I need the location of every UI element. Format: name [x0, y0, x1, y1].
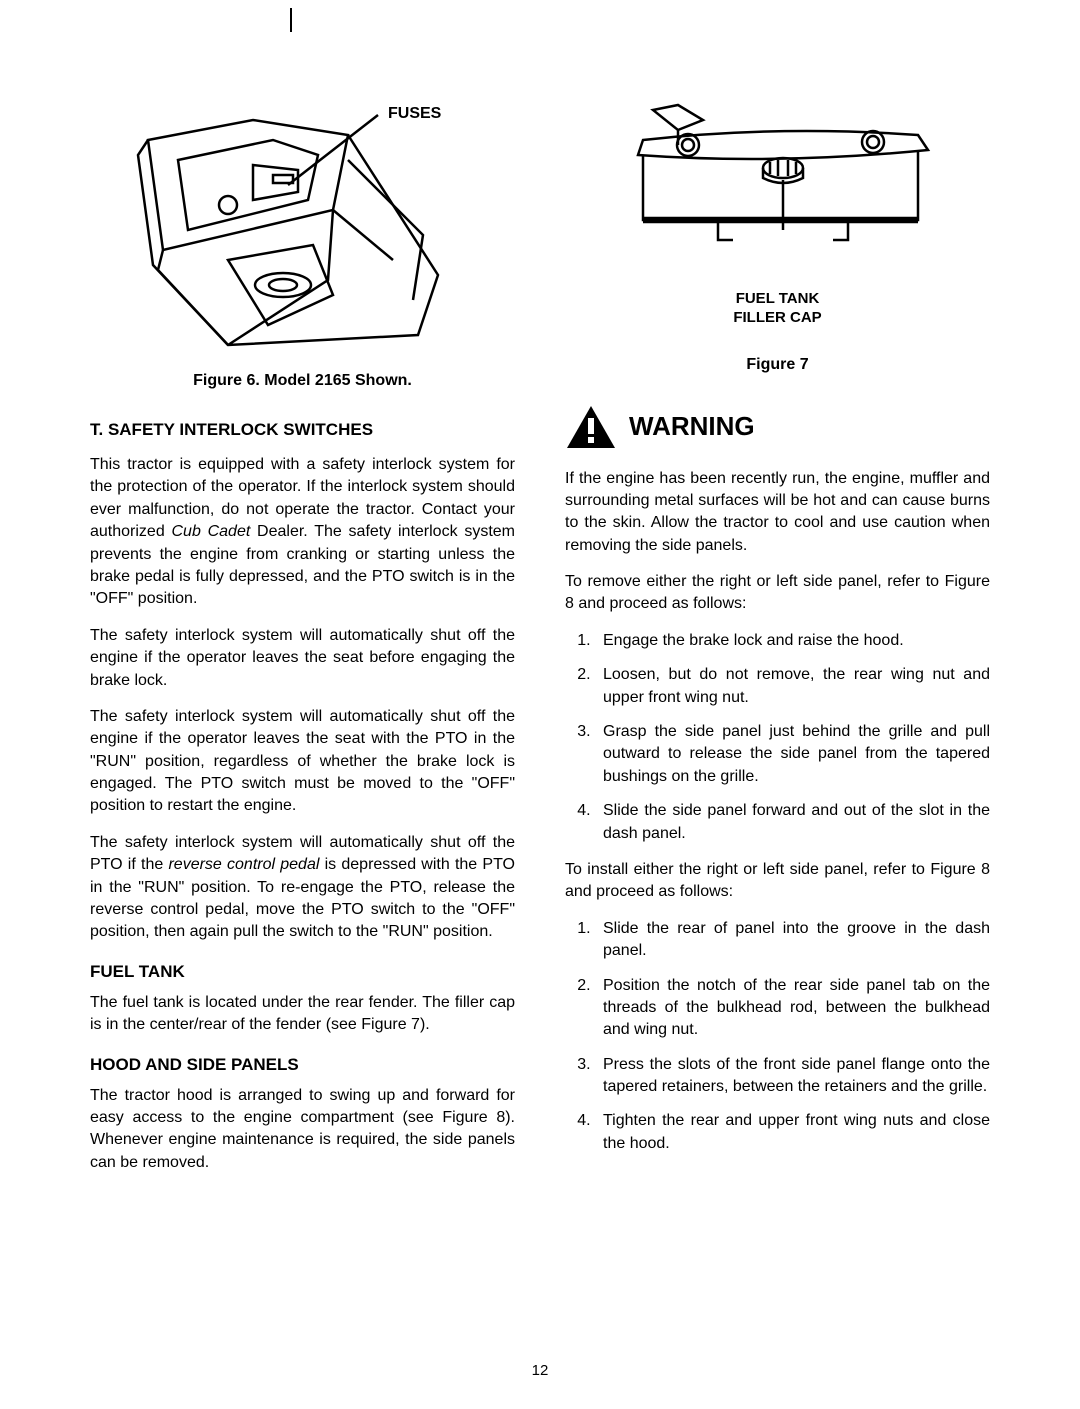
- figure-6-diagram: FUSES: [133, 100, 473, 360]
- hood-heading: HOOD AND SIDE PANELS: [90, 1055, 515, 1075]
- page-number: 12: [532, 1362, 549, 1379]
- figure-6: FUSES Figure 6. Model 2165 Shown.: [90, 100, 515, 390]
- figure-7-caption: Figure 7: [565, 356, 990, 374]
- right-column: FUEL TANK FILLER CAP Figure 7 WARNING If…: [565, 100, 990, 1188]
- figure-7-labels: FUEL TANK FILLER CAP: [565, 290, 990, 328]
- figure-6-caption: Figure 6. Model 2165 Shown.: [90, 372, 515, 390]
- warning-triangle-icon: [565, 404, 617, 450]
- warning-p1: If the engine has been recently run, the…: [565, 468, 990, 558]
- fuses-label: FUSES: [388, 105, 442, 122]
- fuel-tank-p1: The fuel tank is located under the rear …: [90, 992, 515, 1037]
- remove-intro: To remove either the right or left side …: [565, 571, 990, 616]
- figure-7-diagram: [618, 100, 938, 290]
- left-column: FUSES Figure 6. Model 2165 Shown. T. SAF…: [90, 100, 515, 1188]
- page-content: FUSES Figure 6. Model 2165 Shown. T. SAF…: [90, 100, 990, 1188]
- remove-step: Grasp the side panel just behind the gri…: [595, 721, 990, 788]
- page-tick-mark: [290, 8, 292, 32]
- section-t-p1: This tractor is equipped with a safety i…: [90, 454, 515, 611]
- figure-7-label-2: FILLER CAP: [733, 309, 821, 326]
- remove-step: Engage the brake lock and raise the hood…: [595, 630, 990, 652]
- install-step: Tighten the rear and upper front wing nu…: [595, 1110, 990, 1155]
- warning-block: WARNING: [565, 404, 990, 450]
- remove-step: Loosen, but do not remove, the rear wing…: [595, 664, 990, 709]
- install-step: Position the notch of the rear side pane…: [595, 975, 990, 1042]
- section-t-p2: The safety interlock system will automat…: [90, 625, 515, 692]
- figure-7-label-1: FUEL TANK: [736, 290, 820, 307]
- remove-steps: Engage the brake lock and raise the hood…: [565, 630, 990, 845]
- remove-step: Slide the side panel forward and out of …: [595, 800, 990, 845]
- figure-7: FUEL TANK FILLER CAP Figure 7: [565, 100, 990, 374]
- warning-label: WARNING: [629, 411, 755, 442]
- section-t-p4: The safety interlock system will automat…: [90, 832, 515, 944]
- install-steps: Slide the rear of panel into the groove …: [565, 918, 990, 1156]
- install-step: Press the slots of the front side panel …: [595, 1054, 990, 1099]
- section-t-heading: T. SAFETY INTERLOCK SWITCHES: [90, 420, 515, 440]
- p1b-italic: Cub Cadet: [171, 523, 250, 540]
- p4b-italic: reverse control pedal: [168, 856, 319, 873]
- install-intro: To install either the right or left side…: [565, 859, 990, 904]
- hood-p1: The tractor hood is arranged to swing up…: [90, 1085, 515, 1175]
- install-step: Slide the rear of panel into the groove …: [595, 918, 990, 963]
- fuel-tank-heading: FUEL TANK: [90, 962, 515, 982]
- section-t-p3: The safety interlock system will automat…: [90, 706, 515, 818]
